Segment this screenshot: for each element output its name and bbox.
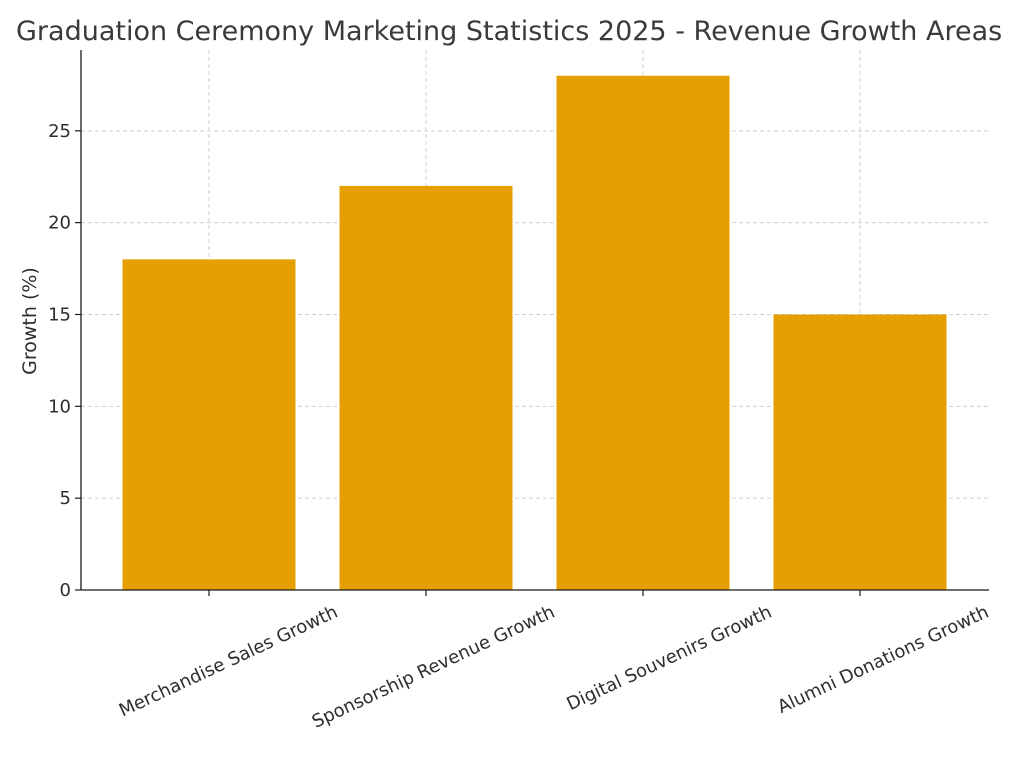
axes (80, 50, 989, 591)
x-tick-label-0: Merchandise Sales Growth (116, 601, 341, 721)
bars (122, 75, 947, 590)
y-tick-label-3: 15 (48, 304, 71, 325)
y-axis-label: Growth (%) (19, 267, 41, 375)
y-tick-label-1: 5 (60, 488, 71, 509)
bar-2 (556, 75, 730, 590)
y-tick-label-4: 20 (48, 213, 71, 234)
y-ticks: 0 5 10 15 20 25 (48, 121, 81, 601)
x-tick-label-1: Sponsorship Revenue Growth (309, 601, 558, 732)
bar-0 (122, 259, 296, 590)
y-tick-label-0: 0 (60, 580, 71, 601)
bar-3 (773, 314, 947, 590)
x-tick-label-2: Digital Souvenirs Growth (563, 601, 775, 715)
x-tick-label-3: Alumni Donations Growth (774, 601, 992, 717)
chart-title: Graduation Ceremony Marketing Statistics… (16, 16, 1002, 47)
bar-1 (339, 185, 513, 590)
y-tick-label-5: 25 (48, 121, 71, 142)
y-tick-label-2: 10 (48, 396, 71, 417)
